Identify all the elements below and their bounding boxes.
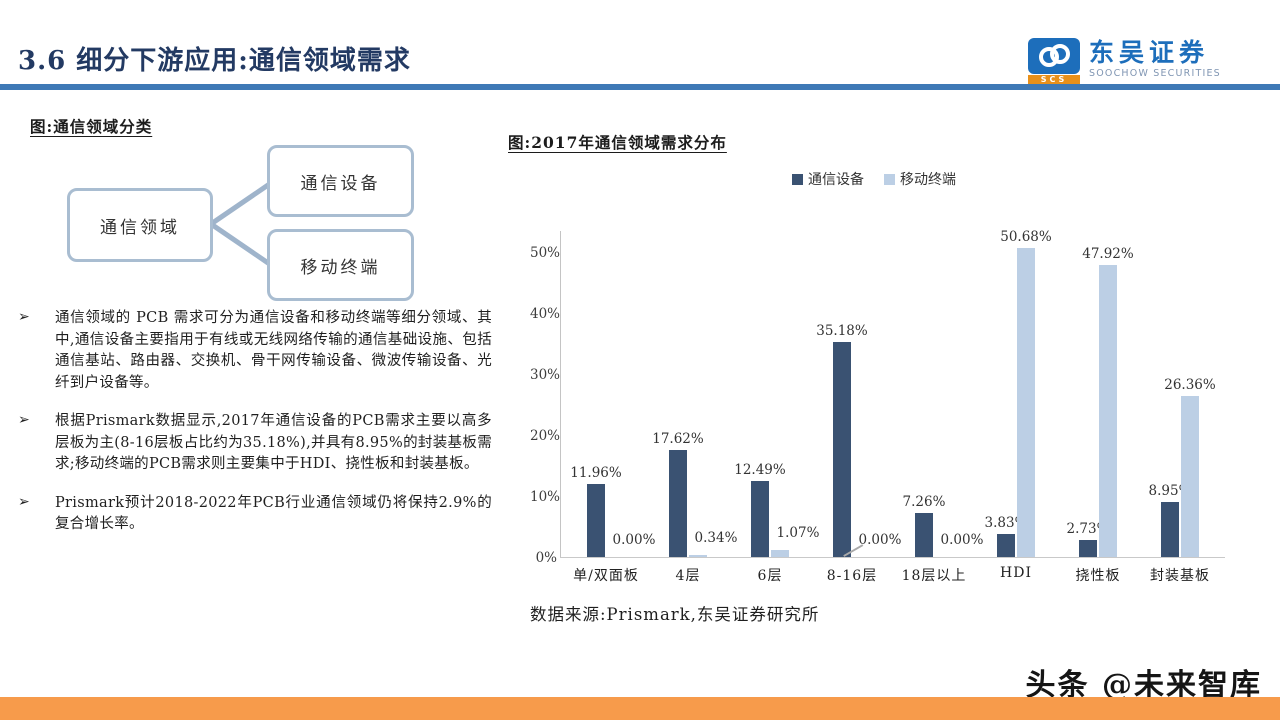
y-tick-label: 30% [530, 367, 561, 383]
header-divider [0, 84, 1280, 90]
bullet-item: ➢ 通信领域的 PCB 需求可分为通信设备和移动终端等细分领域、其中,通信设备主… [18, 308, 492, 394]
bar-value-label: 1.07% [776, 525, 820, 541]
legend-swatch-icon [792, 173, 803, 185]
x-category-label: 单/双面板 [573, 568, 639, 584]
footer-orange-bar [0, 697, 1280, 720]
legend-item: 移动终端 [884, 169, 956, 189]
chart-legend: 通信设备 移动终端 [792, 169, 956, 189]
diagram-node-child-1: 通信设备 [267, 145, 414, 217]
x-category-label: HDI [1000, 565, 1032, 581]
bar-value-label: 0.00% [940, 532, 984, 548]
logo-swirl-icon [1028, 38, 1080, 74]
brand-name-cn: 东吴证券 [1089, 38, 1210, 67]
bar-通信设备-挠性板 [1079, 540, 1097, 557]
bar-value-label: 0.34% [694, 530, 738, 546]
bar-chart-plot: 0% 10% 20% 30% 40% 50% 11.96% 0.00% 单/双面板 17.62% 0… [530, 225, 1250, 584]
diagram-title: 图:通信领域分类 [30, 117, 153, 136]
bar-value-label: 7.26% [902, 494, 946, 510]
bar-value-label: 2.73% [1066, 521, 1110, 537]
bar-通信设备-8-16层 [833, 342, 851, 557]
bullet-text: 根据Prismark数据显示,2017年通信设备的PCB需求主要以高多层板为主(… [55, 413, 492, 472]
chart-title: 图:2017年通信领域需求分布 [508, 133, 727, 152]
y-tick-label: 20% [530, 428, 561, 444]
bullet-list: ➢ 通信领域的 PCB 需求可分为通信设备和移动终端等细分领域、其中,通信设备主… [18, 308, 492, 553]
diagram-node-child-2: 移动终端 [267, 229, 414, 301]
x-category-label: 6层 [757, 568, 783, 584]
bar-移动终端-6层 [771, 550, 789, 557]
logo-mark-icon: SCS [1028, 38, 1080, 84]
chart-source: 数据来源:Prismark,东吴证券研究所 [530, 605, 820, 624]
x-category-label: 8-16层 [826, 568, 878, 584]
bar-通信设备-HDI [997, 534, 1015, 557]
bullet-item: ➢ Prismark预计2018-2022年PCB行业通信领域仍将保持2.9%的… [18, 493, 492, 536]
bar-移动终端-挠性板 [1099, 265, 1117, 557]
bar-通信设备-单/双面板 [587, 484, 605, 557]
bullet-arrow-icon: ➢ [18, 493, 30, 510]
x-category-label: 4层 [675, 568, 701, 584]
bar-通信设备-封装基板 [1161, 502, 1179, 557]
x-category-label: 挠性板 [1075, 568, 1121, 584]
bar-移动终端-封装基板 [1181, 396, 1199, 557]
diagram-connectors [208, 180, 274, 268]
legend-swatch-icon [884, 173, 895, 185]
bar-value-label: 50.68% [1000, 229, 1052, 245]
bar-value-label: 0.00% [612, 532, 656, 548]
brand-name-en: SOOCHOW SECURITIES [1089, 68, 1221, 79]
bar-value-label: 12.49% [734, 462, 786, 478]
bullet-text: Prismark预计2018-2022年PCB行业通信领域仍将保持2.9%的复合… [55, 494, 492, 533]
bar-通信设备-4层 [669, 450, 687, 557]
bar-移动终端-4层 [689, 555, 707, 557]
bar-value-label: 0.00% [858, 532, 902, 548]
bar-value-label: 3.83% [984, 515, 1028, 531]
logo-text: 东吴证券 SOOCHOW SECURITIES [1089, 38, 1221, 79]
x-category-label: 封装基板 [1150, 568, 1210, 584]
legend-label: 通信设备 [808, 172, 864, 188]
company-logo: SCS 东吴证券 SOOCHOW SECURITIES [1028, 38, 1221, 84]
bar-通信设备-18层以上 [915, 513, 933, 557]
y-tick-label: 10% [530, 489, 561, 505]
legend-label: 移动终端 [900, 172, 956, 188]
x-category-label: 18层以上 [901, 568, 967, 584]
bullet-arrow-icon: ➢ [18, 412, 30, 428]
legend-item: 通信设备 [792, 169, 864, 189]
bar-通信设备-6层 [751, 481, 769, 557]
bar-value-label: 11.96% [570, 465, 622, 481]
y-tick-label: 40% [530, 306, 561, 322]
y-tick-label: 0% [535, 550, 557, 566]
bar-value-label: 8.95% [1148, 483, 1192, 499]
bar-value-label: 35.18% [816, 323, 868, 339]
diagram-node-root: 通信领域 [67, 188, 213, 262]
bar-移动终端-HDI [1017, 248, 1035, 557]
logo-scs-label: SCS [1028, 75, 1080, 84]
bar-value-label: 26.36% [1164, 377, 1216, 393]
page-title: 3.6 细分下游应用:通信领域需求 [18, 46, 411, 76]
y-axis-line [560, 231, 561, 558]
bar-value-label: 17.62% [652, 431, 704, 447]
bullet-item: ➢ 根据Prismark数据显示,2017年通信设备的PCB需求主要以高多层板为… [18, 411, 492, 476]
x-axis-line [560, 557, 1225, 558]
bullet-text: 通信领域的 PCB 需求可分为通信设备和移动终端等细分领域、其中,通信设备主要指… [55, 310, 492, 391]
bullet-arrow-icon: ➢ [18, 309, 30, 325]
bar-value-label: 47.92% [1082, 246, 1134, 262]
classification-diagram: 通信领域 通信设备 移动终端 [30, 140, 470, 310]
y-tick-label: 50% [530, 245, 561, 261]
